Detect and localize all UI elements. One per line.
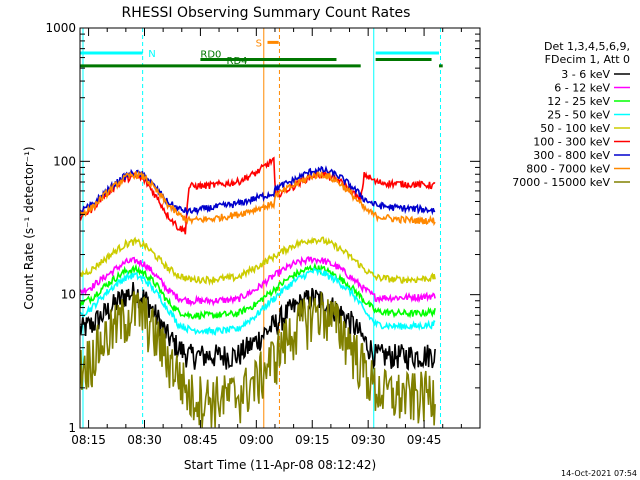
legend-label: 300 - 800 keV xyxy=(533,149,610,162)
flag-label: S xyxy=(256,38,262,49)
legend-label: 12 - 25 keV xyxy=(547,95,610,108)
x-tick-label: 08:15 xyxy=(71,433,106,447)
x-axis-label: Start Time (11-Apr-08 08:12:42) xyxy=(184,458,376,472)
legend-label: 3 - 6 keV xyxy=(561,68,610,81)
plot-area xyxy=(80,28,443,428)
legend: Det 1,3,4,5,6,9,FDecim 1, Att 0 3 - 6 keV… xyxy=(512,40,630,189)
series-line xyxy=(80,267,436,336)
flag-label: RD0 xyxy=(200,50,221,61)
legend-label: 7000 - 15000 keV xyxy=(512,176,610,189)
series-line xyxy=(80,255,436,308)
y-tick-label: 1000 xyxy=(45,21,76,35)
timestamp: 14-Oct-2021 07:54 xyxy=(561,469,637,478)
chart-title: RHESSI Observing Summary Count Rates xyxy=(122,5,411,21)
series-line xyxy=(80,291,436,428)
flag-label: N xyxy=(148,49,155,60)
flag-label: RD4 xyxy=(227,56,248,67)
y-tick-label: 10 xyxy=(61,288,76,302)
legend-label: 6 - 12 keV xyxy=(554,82,610,95)
legend-label: 50 - 100 keV xyxy=(540,122,610,135)
x-tick-label: 09:45 xyxy=(407,433,442,447)
x-tick-label: 09:30 xyxy=(351,433,386,447)
legend-label: 25 - 50 keV xyxy=(547,109,610,122)
series-line xyxy=(80,236,436,286)
series-line xyxy=(80,262,436,320)
y-axis-label: Count Rate (s⁻¹ detector⁻¹) xyxy=(22,146,36,309)
plot-frame xyxy=(79,27,481,429)
x-tick-label: 08:45 xyxy=(183,433,218,447)
x-tick-label: 09:15 xyxy=(295,433,330,447)
legend-label: 100 - 300 keV xyxy=(533,136,610,149)
series-line xyxy=(80,170,436,227)
series-line xyxy=(80,156,436,235)
y-tick-label: 1 xyxy=(68,421,76,435)
axes: 1 10 100 1000 08:15 08:30 08:45 09:00 09:15 09:30… xyxy=(45,21,481,447)
legend-header: Det 1,3,4,5,6,9, xyxy=(544,40,630,53)
x-tick-label: 08:30 xyxy=(127,433,162,447)
y-tick-label: 100 xyxy=(53,154,76,168)
x-tick-label: 09:00 xyxy=(239,433,274,447)
legend-header: FDecim 1, Att 0 xyxy=(545,53,630,66)
legend-label: 800 - 7000 keV xyxy=(526,163,610,176)
